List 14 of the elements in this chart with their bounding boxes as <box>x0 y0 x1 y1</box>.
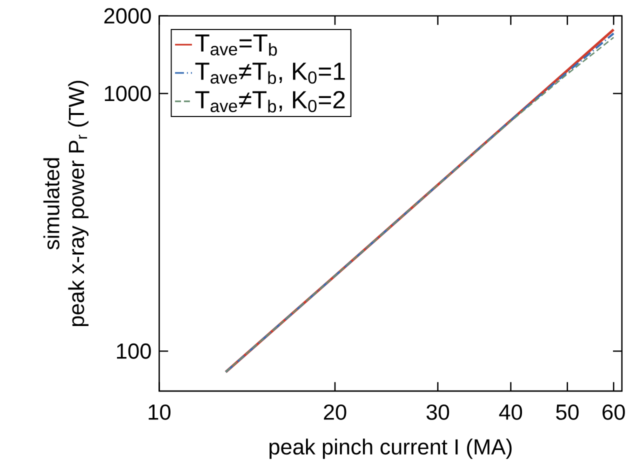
x-tick-label: 10 <box>148 404 170 420</box>
y-tick-label: 2000 <box>104 8 151 24</box>
legend-label: T$_{ave}$=T$_{b}$ <box>195 34 277 56</box>
x-axis-title: peak pinch current I (MA) <box>270 438 512 460</box>
x-tick-label: 50 <box>556 404 579 420</box>
x-tick-label: 60 <box>602 404 625 420</box>
legend-label: T$_{ave}$≠T$_{b}$, K$_{0}$=1 <box>195 62 345 84</box>
legend-label: T$_{ave}$≠T$_{b}$, K$_{0}$=2 <box>195 91 345 113</box>
y-tick-label: 100 <box>117 344 151 360</box>
x-tick-label: 20 <box>324 404 346 420</box>
x-tick-label: 30 <box>426 404 450 420</box>
y-axis-title: simulated peak x-ray power P$_{r}$ (TW) <box>43 81 88 326</box>
x-tick-label: 40 <box>499 404 522 420</box>
y-tick-label: 1000 <box>104 86 151 102</box>
